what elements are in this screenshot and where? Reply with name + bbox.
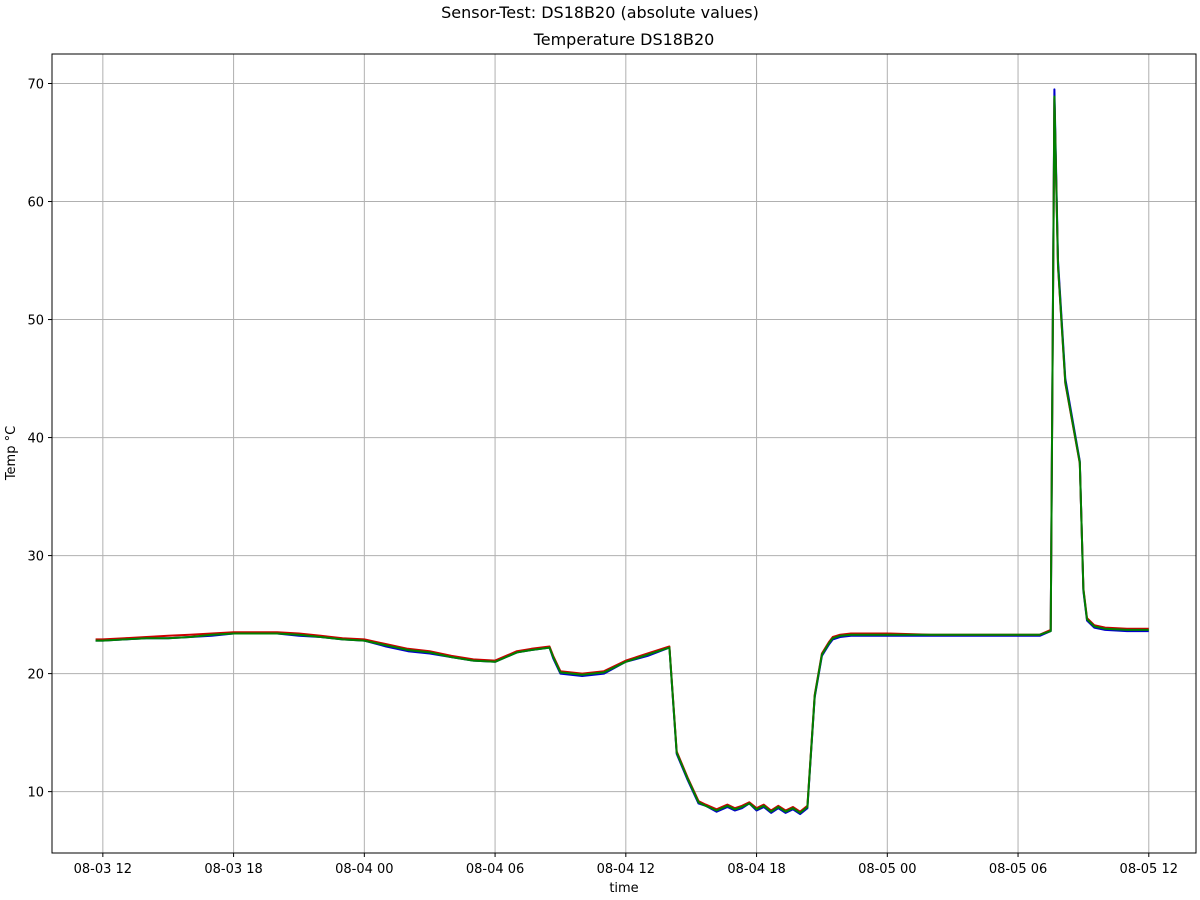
x-tick-label: 08-05 00 [858,862,916,877]
x-tick-label: 08-05 06 [989,862,1047,877]
x-tick-label: 08-03 18 [204,862,262,877]
x-tick-label: 08-04 00 [335,862,393,877]
plot-frame [51,53,1197,854]
x-tick-label: 08-04 06 [466,862,524,877]
y-tick-label: 20 [27,668,44,683]
series-line-2 [95,97,1149,813]
y-tick-label: 10 [27,786,44,801]
x-axis-label: time [609,881,638,896]
grid-lines [52,54,1196,853]
y-axis-label: Temp °C [4,426,19,481]
x-tick-label: 08-03 12 [74,862,132,877]
series-line-1 [95,88,1149,816]
chart-suptitle: Sensor-Test: DS18B20 (absolute values) [441,3,759,22]
series-line-3 [95,95,1149,814]
y-tick-label: 70 [27,78,44,93]
series-layer [95,88,1149,816]
y-tick-label: 30 [27,550,44,565]
y-tick-label: 60 [27,196,44,211]
x-axis-ticks: 08-03 12 08-03 18 08-04 00 08-04 06 08-04 12… [74,853,1178,877]
chart-title: Temperature DS18B20 [533,30,715,49]
x-tick-label: 08-04 18 [727,862,785,877]
y-tick-label: 40 [27,432,44,447]
y-tick-label: 50 [27,314,44,329]
x-tick-label: 08-04 12 [597,862,655,877]
x-tick-label: 08-05 12 [1120,862,1178,877]
y-axis-ticks: 10 20 30 40 50 60 70 [27,78,52,801]
